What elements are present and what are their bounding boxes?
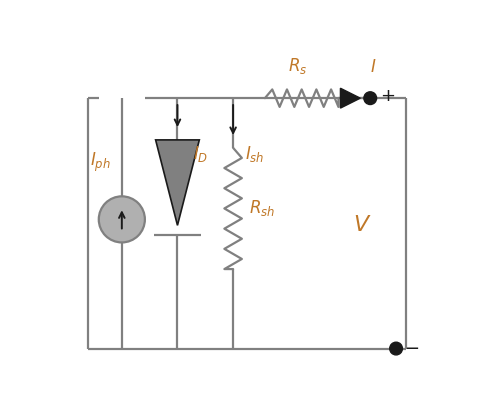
Text: $-$: $-$	[403, 338, 418, 355]
Text: $R_{sh}$: $R_{sh}$	[248, 198, 275, 218]
Text: $+$: $+$	[379, 87, 394, 105]
Text: $I_{ph}$: $I_{ph}$	[90, 151, 111, 174]
Text: $I_{sh}$: $I_{sh}$	[244, 144, 264, 164]
Circle shape	[99, 196, 145, 243]
Polygon shape	[340, 88, 360, 108]
Circle shape	[389, 342, 402, 355]
Text: $R_s$: $R_s$	[288, 56, 307, 76]
Text: $I$: $I$	[370, 58, 376, 76]
Text: $V$: $V$	[352, 215, 371, 235]
Polygon shape	[155, 140, 199, 225]
Text: $I_D$: $I_D$	[193, 144, 208, 164]
Circle shape	[363, 92, 376, 104]
